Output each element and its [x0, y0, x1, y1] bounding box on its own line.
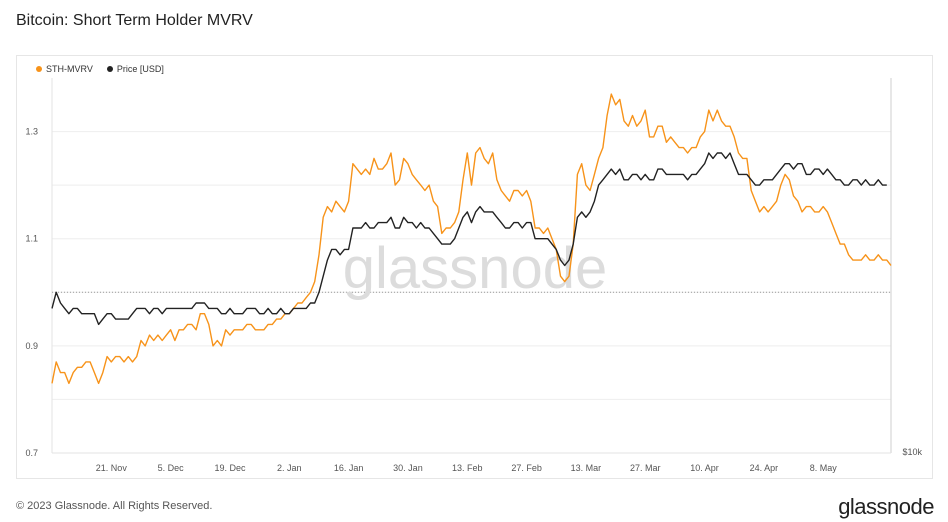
legend-label-price: Price [USD] [116, 64, 164, 74]
series-lines [51, 93, 892, 385]
brand-logo: glassnode [838, 494, 934, 519]
y-axis-ticks: 1.3 1.1 0.9 0.7 $10k [25, 127, 922, 458]
x-tick-label: 27. Feb [511, 463, 542, 473]
legend-dot-sth-mvrv [36, 66, 42, 72]
y-tick-label: 0.9 [25, 341, 38, 351]
legend-item-sth-mvrv[interactable]: STH-MVRV [36, 64, 93, 74]
copyright-text: © 2023 Glassnode. All Rights Reserved. [16, 500, 213, 512]
y-tick-label: 1.3 [25, 127, 38, 137]
chart-title: Bitcoin: Short Term Holder MVRV [16, 12, 253, 29]
x-tick-label: 21. Nov [96, 463, 128, 473]
x-axis-ticks: 21. Nov 5. Dec 19. Dec 2. Jan 16. Jan 30. Jan… [96, 463, 837, 473]
x-tick-label: 10. Apr [690, 463, 719, 473]
x-tick-label: 13. Feb [452, 463, 483, 473]
x-tick-label: 27. Mar [630, 463, 661, 473]
right-axis-label: $10k [902, 447, 922, 457]
x-tick-label: 5. Dec [158, 463, 185, 473]
legend: STH-MVRV Price [USD] [36, 64, 164, 74]
y-tick-label: 0.7 [25, 448, 38, 458]
grid-lines [51, 78, 892, 454]
y-tick-label: 1.1 [25, 234, 38, 244]
x-tick-label: 24. Apr [750, 463, 779, 473]
chart-card [16, 55, 933, 479]
series-line-sth-mvrv [51, 93, 892, 385]
x-tick-label: 30. Jan [393, 463, 423, 473]
legend-item-price[interactable]: Price [USD] [106, 64, 164, 74]
x-tick-label: 16. Jan [334, 463, 364, 473]
legend-label-sth-mvrv: STH-MVRV [46, 64, 93, 74]
watermark-text: glassnode [343, 236, 607, 301]
x-tick-label: 19. Dec [214, 463, 246, 473]
x-tick-label: 2. Jan [277, 463, 302, 473]
x-tick-label: 8. May [810, 463, 838, 473]
series-line-price [51, 152, 887, 326]
legend-dot-price [106, 66, 113, 72]
x-tick-label: 13. Mar [571, 463, 602, 473]
